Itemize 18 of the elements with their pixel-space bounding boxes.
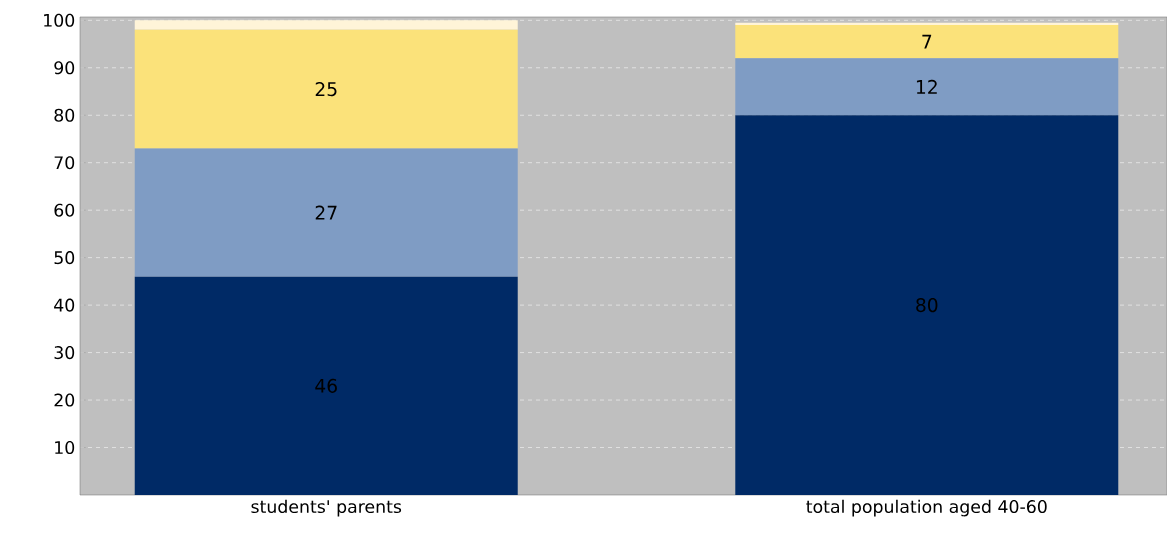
y-tick-label: 60 — [54, 203, 75, 217]
y-tick-label: 70 — [54, 156, 75, 170]
y-tick-label: 20 — [54, 393, 75, 407]
x-tick-label: total population aged 40-60 — [806, 499, 1047, 517]
data-label: 46 — [315, 378, 337, 393]
data-label: 80 — [916, 298, 938, 313]
y-tick-label: 40 — [54, 298, 75, 312]
data-label: 12 — [916, 79, 937, 94]
y-tick-label: 100 — [44, 13, 75, 27]
y-tick-label: 90 — [54, 61, 75, 75]
data-label: 7 — [922, 34, 932, 49]
y-tick-label: 10 — [55, 440, 75, 455]
data-label: 25 — [315, 82, 337, 97]
x-tick-label: students' parents — [251, 499, 402, 517]
y-tick-label: 80 — [54, 108, 75, 122]
y-tick-label: 30 — [54, 346, 75, 360]
data-label: 27 — [315, 205, 337, 220]
y-tick-label: 50 — [54, 251, 75, 265]
